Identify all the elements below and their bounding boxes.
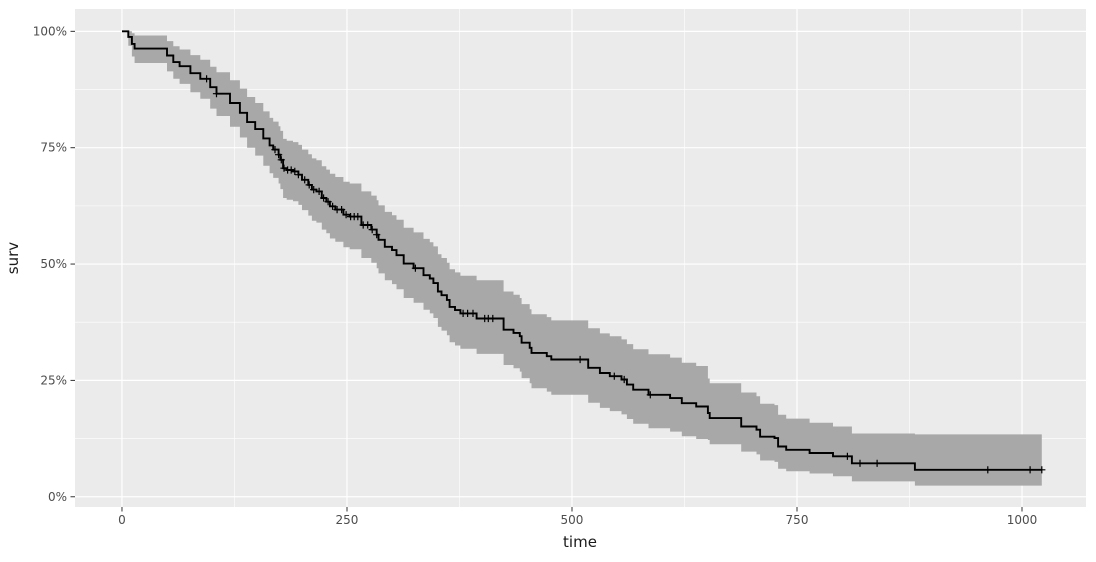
censor-mark (364, 221, 372, 229)
survival-curve (122, 30, 1042, 471)
x-tick-label: 0 (118, 513, 126, 527)
censor-mark (373, 231, 381, 239)
censor-mark (287, 166, 295, 174)
confidence-band-layer (122, 31, 1042, 486)
censor-mark (271, 146, 279, 154)
censor-mark (620, 375, 628, 384)
y-tick-label: 25% (40, 373, 67, 387)
censor-mark (320, 194, 328, 202)
censor-mark (873, 459, 881, 467)
censor-mark (576, 355, 584, 364)
survival-curve-layer (122, 30, 1042, 471)
censor-mark (342, 211, 350, 219)
censor-mark (203, 75, 211, 83)
censor-mark (291, 167, 299, 175)
censor-mark (411, 264, 419, 272)
censor-mark (277, 156, 285, 164)
censor-mark (489, 314, 497, 323)
censor-mark (610, 372, 618, 380)
censor-mark (315, 187, 323, 195)
censor-mark (324, 198, 332, 206)
y-axis-title: surv (4, 242, 22, 274)
y-tick-label: 75% (40, 141, 67, 155)
confidence-band (122, 31, 1042, 486)
censor-mark (294, 171, 302, 179)
censor-mark (646, 391, 654, 399)
censor-mark (329, 202, 337, 210)
censor-mark (310, 186, 318, 194)
censor-mark (338, 206, 346, 214)
censor-mark (856, 459, 864, 467)
censor-mark (843, 452, 851, 460)
censor-mark (1026, 466, 1034, 474)
x-tick-label: 250 (336, 513, 359, 527)
censor-mark (368, 226, 376, 234)
censor-mark (1038, 466, 1046, 474)
censor-marks-layer (203, 75, 1046, 474)
censor-mark (354, 213, 362, 221)
axes-layer: 0 250 500 750 1000 0% 25% 50% 75% 100% (33, 24, 1038, 527)
x-axis-title: time (563, 533, 597, 551)
censor-mark (305, 181, 313, 189)
censor-mark (469, 309, 477, 317)
censor-mark (275, 151, 283, 159)
censor-mark (301, 176, 309, 184)
y-tick-label: 0% (48, 490, 67, 504)
y-tick-label: 50% (40, 257, 67, 271)
y-tick-label: 100% (33, 24, 67, 38)
censor-mark (212, 90, 221, 98)
x-tick-label: 500 (561, 513, 584, 527)
x-tick-label: 1000 (1007, 513, 1038, 527)
censor-mark (984, 466, 992, 474)
x-tick-label: 750 (786, 513, 809, 527)
